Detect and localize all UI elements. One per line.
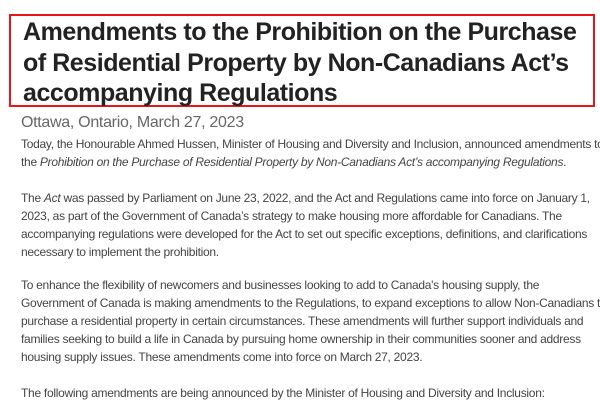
- title-highlight-box: Amendments to the Prohibition on the Pur…: [9, 14, 595, 107]
- text-line: Today, the Honourable Ahmed Hussen, Mini…: [21, 137, 600, 151]
- title-line: Amendments to the Prohibition on the Pur…: [23, 18, 577, 46]
- text-line: the Prohibition on the Purchase of Resid…: [21, 153, 600, 171]
- text: The: [21, 191, 44, 205]
- text-line: Government of Canada is making amendment…: [21, 296, 600, 310]
- page-title: Amendments to the Prohibition on the Pur…: [23, 17, 577, 109]
- text-line: accompanying regulations were developed …: [21, 227, 588, 241]
- text: was passed by Parliament on June 23, 202…: [60, 191, 590, 205]
- title-line: of Residential Property by Non-Canadians…: [23, 48, 569, 77]
- paragraph-intro: Today, the Honourable Ahmed Hussen, Mini…: [21, 135, 600, 171]
- text: the: [21, 155, 40, 169]
- text-line: 2023, as part of the Government of Canad…: [21, 209, 562, 223]
- text-line: families seeking to build a life in Cana…: [21, 332, 581, 346]
- text-line: housing supply issues. These amendments …: [21, 350, 423, 364]
- text: .: [563, 155, 567, 169]
- paragraph-amendments: To enhance the flexibility of newcomers …: [21, 276, 600, 366]
- paragraph-following: The following amendments are being annou…: [21, 384, 545, 402]
- act-title-italic: Prohibition on the Purchase of Residenti…: [39, 155, 564, 169]
- dateline: Ottawa, Ontario, March 27, 2023: [21, 114, 244, 131]
- text-line: necessary to implement the prohibition.: [21, 245, 219, 259]
- text-line: The following amendments are being annou…: [21, 386, 545, 400]
- text-line: To enhance the flexibility of newcomers …: [21, 278, 540, 292]
- act-italic: Act: [43, 191, 61, 205]
- text-line: purchase a residential property in certa…: [21, 314, 584, 328]
- paragraph-background: The Act was passed by Parliament on June…: [21, 189, 590, 261]
- text-line: The Act was passed by Parliament on June…: [21, 189, 590, 207]
- title-line: accompanying Regulations: [23, 79, 338, 107]
